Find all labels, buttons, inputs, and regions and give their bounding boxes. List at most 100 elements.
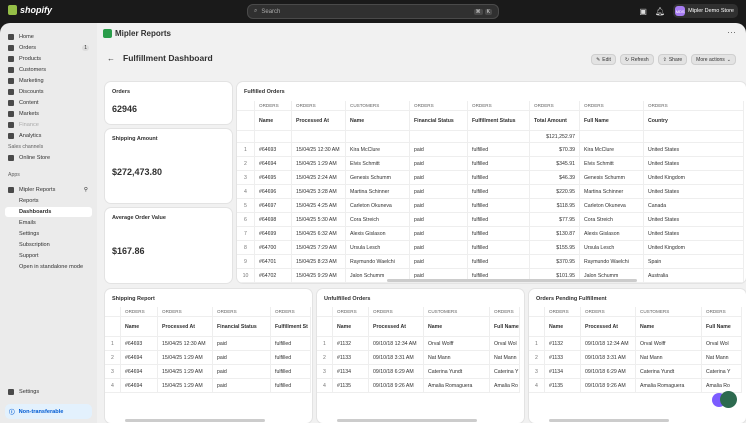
sidebar-item-orders[interactable]: Orders 1 (5, 43, 92, 53)
table-row[interactable]: 4 #64694 15/04/25 1:29 AM paid fulfilled (105, 379, 311, 393)
column-group-label[interactable]: ORDERS (213, 307, 271, 316)
sidebar-item-mipler-reports[interactable]: Mipler Reports ⚲ (5, 185, 92, 195)
table-row[interactable]: 4 #1135 09/10/18 9:26 AM Amalia Romaguera Am… (317, 379, 520, 393)
column-group-label[interactable]: ORDERS (410, 101, 468, 110)
column-header[interactable]: Name (346, 111, 410, 130)
table-row[interactable]: 3 #64694 15/04/25 1:29 AM paid fulfilled (105, 365, 311, 379)
column-group-label[interactable]: CUSTOMERS (424, 307, 490, 316)
back-arrow-icon[interactable]: ← (107, 53, 115, 63)
table-row[interactable]: 10 #64702 15/04/25 9:29 AM Jalon Schumm paid… (237, 269, 744, 283)
column-header[interactable]: Fulfillment St (271, 317, 311, 336)
column-group-label[interactable]: CUSTOMERS (636, 307, 702, 316)
table-row[interactable]: 7 #64699 15/04/25 6:32 AM Alexis Gislason pa… (237, 227, 744, 241)
chat-button[interactable] (720, 391, 737, 408)
column-header[interactable]: Total Amount (530, 111, 580, 130)
non-transferable-badge[interactable]: ⓘ Non-transferable (5, 404, 92, 419)
sidebar-sub-support[interactable]: Support (19, 253, 39, 259)
column-group-label[interactable]: ORDERS (468, 101, 530, 110)
horizontal-scrollbar[interactable] (125, 419, 265, 422)
column-header[interactable]: Name (636, 317, 702, 336)
table-row[interactable]: 4 #1135 09/10/18 9:26 AM Amalia Romaguera Am… (529, 379, 742, 393)
column-group-label[interactable]: ORDERS (271, 307, 311, 316)
column-group-label[interactable]: ORDERS (530, 101, 580, 110)
column-group-label[interactable]: ORDERS (490, 307, 520, 316)
column-group-label[interactable]: ORDERS (702, 307, 742, 316)
column-group-label[interactable]: ORDERS (333, 307, 369, 316)
column-header[interactable]: Country (644, 111, 744, 130)
refresh-button[interactable]: ↻ Refresh (619, 54, 654, 65)
sidebar-item-analytics[interactable]: Analytics (5, 131, 92, 141)
bell-icon[interactable]: 🔔︎ (654, 6, 666, 16)
sidebar-item-finance[interactable]: Finance (5, 120, 92, 130)
column-header[interactable]: Processed At (158, 317, 213, 336)
edit-button[interactable]: ✎ Edit (591, 54, 616, 65)
column-header[interactable]: Name (333, 317, 369, 336)
table-row[interactable]: 4 #64696 15/04/25 3:28 AM Martina Schinner p… (237, 185, 744, 199)
table-row[interactable]: 9 #64701 15/04/25 8:23 AM Raymundo Waelchi p… (237, 255, 744, 269)
column-group-label[interactable]: ORDERS (158, 307, 213, 316)
table-row[interactable]: 6 #64698 15/04/25 5:30 AM Cora Streich paid f… (237, 213, 744, 227)
sidebar-item-home[interactable]: Home (5, 32, 92, 42)
more-icon[interactable]: ··· (727, 27, 736, 37)
table-row[interactable]: 1 #1132 09/10/18 12:34 AM Orval Wolff Orval … (529, 337, 742, 351)
column-group-label[interactable]: ORDERS (292, 101, 346, 110)
table-row[interactable]: 1 #64693 15/04/25 12:30 AM paid fulfilled (105, 337, 311, 351)
table-row[interactable]: 2 #1133 09/10/18 3:31 AM Nat Mann Nat Mann (317, 351, 520, 365)
column-header[interactable]: Processed At (292, 111, 346, 130)
column-group-label[interactable]: CUSTOMERS (346, 101, 410, 110)
share-button[interactable]: ⇪ Share (657, 54, 688, 65)
sidebar-item-marketing[interactable]: Marketing (5, 76, 92, 86)
command-icon[interactable]: ▣ (639, 6, 647, 16)
table-row[interactable]: 1 #64693 15/04/25 12:30 AM Kira McClure paid… (237, 143, 744, 157)
table-row[interactable]: 2 #64694 15/04/25 1:29 AM paid fulfilled (105, 351, 311, 365)
sidebar-item-markets[interactable]: Markets (5, 109, 92, 119)
column-header[interactable]: Processed At (369, 317, 424, 336)
sidebar-sub-standalone[interactable]: Open in standalone mode (19, 264, 84, 270)
sidebar-item-content[interactable]: Content (5, 98, 92, 108)
table-row[interactable]: 2 #1133 09/10/18 3:31 AM Nat Mann Nat Mann (529, 351, 742, 365)
table-row[interactable]: 5 #64697 15/04/25 4:25 AM Carleton Okuneva p… (237, 199, 744, 213)
column-group-label[interactable]: ORDERS (545, 307, 581, 316)
sidebar-item-settings[interactable]: Settings (5, 387, 92, 397)
column-group-label[interactable]: ORDERS (369, 307, 424, 316)
sidebar-sub-reports[interactable]: Reports (19, 198, 39, 204)
sidebar-item-products[interactable]: Products (5, 54, 92, 64)
column-group-label[interactable]: ORDERS (580, 101, 644, 110)
sidebar-item-discounts[interactable]: Discounts (5, 87, 92, 97)
column-header[interactable]: Name (545, 317, 581, 336)
horizontal-scrollbar[interactable] (337, 419, 477, 422)
sidebar-sub-dashboards[interactable]: Dashboards (5, 207, 92, 217)
column-group-label[interactable]: ORDERS (121, 307, 158, 316)
pin-icon[interactable]: ⚲ (83, 187, 88, 193)
sidebar-sub-subscription[interactable]: Subscription (19, 242, 50, 248)
column-group-label[interactable]: ORDERS (255, 101, 292, 110)
table-row[interactable]: 2 #64694 15/04/25 1:29 AM Elvis Schmitt paid… (237, 157, 744, 171)
column-header[interactable]: Financial Status (410, 111, 468, 130)
table-row[interactable]: 3 #1134 09/10/18 6:29 AM Caterina Yundt Cate… (317, 365, 520, 379)
table-row[interactable]: 3 #1134 09/10/18 6:29 AM Caterina Yundt Cate… (529, 365, 742, 379)
horizontal-scrollbar[interactable] (549, 419, 669, 422)
column-header[interactable]: Name (255, 111, 292, 130)
column-header[interactable]: Processed At (581, 317, 636, 336)
table-row[interactable]: 8 #64700 15/04/25 7:29 AM Ursula Lesch paid f… (237, 241, 744, 255)
table-row[interactable]: 3 #64695 15/04/25 2:24 AM Genesis Schumm pai… (237, 171, 744, 185)
store-menu[interactable]: MDS Mipler Demo Store (673, 4, 738, 18)
column-group-label[interactable]: ORDERS (644, 101, 744, 110)
shopify-logo[interactable]: shopify (8, 5, 52, 15)
column-header[interactable]: Fulfillment Status (468, 111, 530, 130)
more-actions-button[interactable]: More actions ⌄ (691, 54, 736, 65)
sidebar-item-online-store[interactable]: Online Store (5, 153, 92, 163)
column-group-label[interactable]: ORDERS (581, 307, 636, 316)
column-header[interactable]: Full Name (702, 317, 742, 336)
search-input[interactable]: ⌕ Search ⌘ K (247, 4, 499, 19)
column-header[interactable]: Full Name (490, 317, 520, 336)
sidebar-item-customers[interactable]: Customers (5, 65, 92, 75)
sidebar-sub-settings[interactable]: Settings (19, 231, 40, 237)
column-header[interactable]: Name (424, 317, 490, 336)
column-header[interactable]: Full Name (580, 111, 644, 130)
column-header[interactable]: Financial Status (213, 317, 271, 336)
sidebar-sub-emails[interactable]: Emails (19, 220, 36, 226)
horizontal-scrollbar[interactable] (387, 279, 637, 282)
column-header[interactable]: Name (121, 317, 158, 336)
table-row[interactable]: 1 #1132 09/10/18 12:34 AM Orval Wolff Orval … (317, 337, 520, 351)
